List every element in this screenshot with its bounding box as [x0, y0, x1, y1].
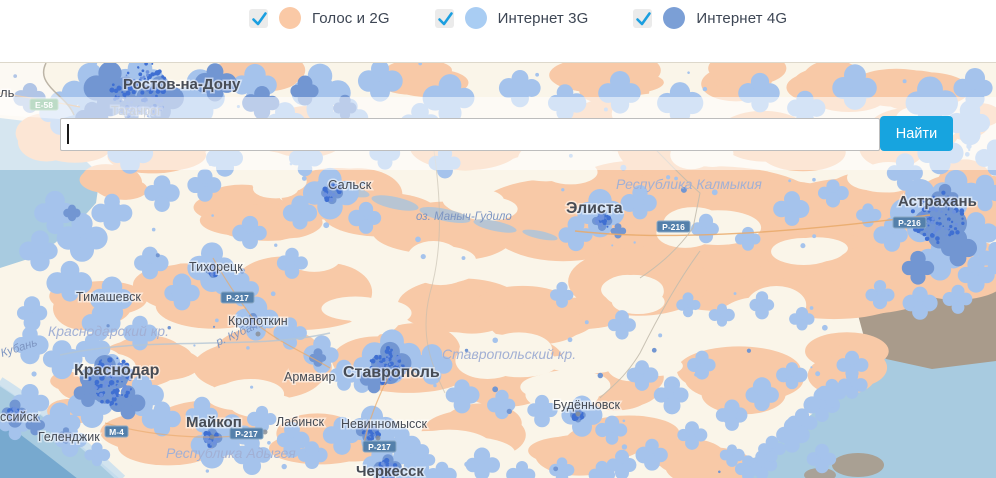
legend-item-3: Интернет 4G — [633, 7, 787, 29]
city-label: Элиста — [566, 200, 623, 217]
road-badge: Р-217 — [220, 291, 255, 304]
legend-items: Голос и 2G Интернет 3G Интернет 4G — [249, 7, 787, 29]
city-label: Тихорецк — [189, 260, 243, 274]
coverage-color-swatch — [279, 7, 301, 29]
search-button[interactable]: Найти — [880, 116, 953, 151]
svg-text:Р-216: Р-216 — [662, 222, 685, 232]
city-label: Сальск — [328, 177, 372, 192]
legend-checkbox[interactable] — [249, 8, 268, 28]
legend-item-2: Интернет 3G — [434, 7, 589, 29]
legend-checkbox[interactable] — [633, 8, 653, 28]
city-label: Кропоткин — [228, 314, 288, 328]
city-label: Майкоп — [186, 414, 242, 431]
city-label: ссийск — [0, 410, 39, 424]
text-caret — [67, 124, 69, 144]
legend-label: Интернет 3G — [497, 9, 589, 27]
legend-label: Интернет 4G — [696, 9, 788, 27]
check-icon — [437, 11, 453, 25]
region-label: Краснодарский кр. — [48, 323, 169, 339]
town-markers — [209, 331, 581, 441]
legend-checkbox[interactable] — [434, 8, 454, 28]
region-label: Республика Адыгея — [166, 445, 296, 461]
region-label: Республика Калмыкия — [616, 176, 762, 192]
city-label: Армавир — [284, 370, 335, 384]
city-label: Будённовск — [553, 398, 621, 412]
city-label: Геленджик — [38, 430, 100, 444]
city-label: Краснодар — [74, 362, 160, 379]
coverage-color-swatch — [464, 7, 487, 29]
legend-label: Голос и 2G — [312, 9, 390, 27]
region-label: Ставропольский кр. — [442, 346, 576, 362]
search-input[interactable] — [60, 118, 880, 151]
water-label: оз. Маныч-Гудило — [416, 211, 512, 223]
check-icon — [636, 11, 652, 25]
city-label: Невинномысск — [341, 417, 427, 431]
check-icon — [252, 11, 267, 25]
svg-text:Р-217: Р-217 — [235, 429, 258, 439]
city-label: Астрахань — [898, 193, 977, 210]
svg-text:Р-217: Р-217 — [226, 293, 249, 303]
road-badge: Р-216 — [892, 216, 927, 229]
svg-text:Р-217: Р-217 — [368, 442, 391, 452]
road-badge: Р-217 — [362, 440, 397, 453]
svg-text:Р-216: Р-216 — [898, 218, 921, 228]
road-badge: Р-217 — [229, 427, 264, 440]
road-badge: М-4 — [104, 425, 129, 438]
coverage-color-swatch — [663, 7, 686, 29]
city-label: Черкесск — [356, 463, 424, 478]
city-label: Лабинск — [276, 415, 324, 429]
city-label: Тимашевск — [76, 290, 141, 304]
legend-bar: Голос и 2G Интернет 3G Интернет 4G — [0, 0, 996, 62]
svg-text:М-4: М-4 — [109, 427, 124, 437]
city-label: Ростов-на-Дону — [123, 76, 241, 93]
legend-item-1: Голос и 2G — [249, 7, 390, 29]
city-label: Ставрополь — [343, 364, 440, 381]
road-badge: Р-216 — [656, 220, 691, 233]
